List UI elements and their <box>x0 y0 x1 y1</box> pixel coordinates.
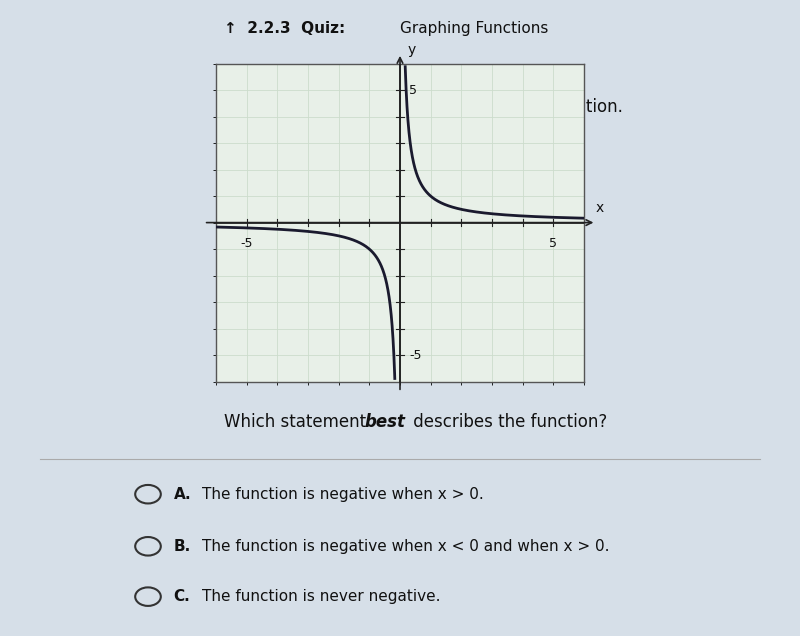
Text: B.: B. <box>174 539 191 554</box>
Text: describes the function?: describes the function? <box>408 413 607 431</box>
Text: The function is negative when x > 0.: The function is negative when x > 0. <box>202 487 484 502</box>
Text: best: best <box>364 413 405 431</box>
Text: The function is negative when x < 0 and when x > 0.: The function is negative when x < 0 and … <box>202 539 610 554</box>
Text: ↑  2.2.3  Quiz:: ↑ 2.2.3 Quiz: <box>224 21 346 36</box>
Text: 5: 5 <box>409 83 418 97</box>
Text: x: x <box>595 200 603 215</box>
Text: -5: -5 <box>409 349 422 362</box>
Text: Which statement: Which statement <box>224 413 371 431</box>
Text: -5: -5 <box>241 237 253 250</box>
Text: A.: A. <box>174 487 191 502</box>
Text: 5: 5 <box>550 237 558 250</box>
Text: C.: C. <box>174 589 190 604</box>
Text: Graphing Functions: Graphing Functions <box>400 21 548 36</box>
Text: The function is never negative.: The function is never negative. <box>202 589 441 604</box>
Text: y: y <box>408 43 416 57</box>
Text: The graph shows the reciprocal parent function.: The graph shows the reciprocal parent fu… <box>224 98 623 116</box>
